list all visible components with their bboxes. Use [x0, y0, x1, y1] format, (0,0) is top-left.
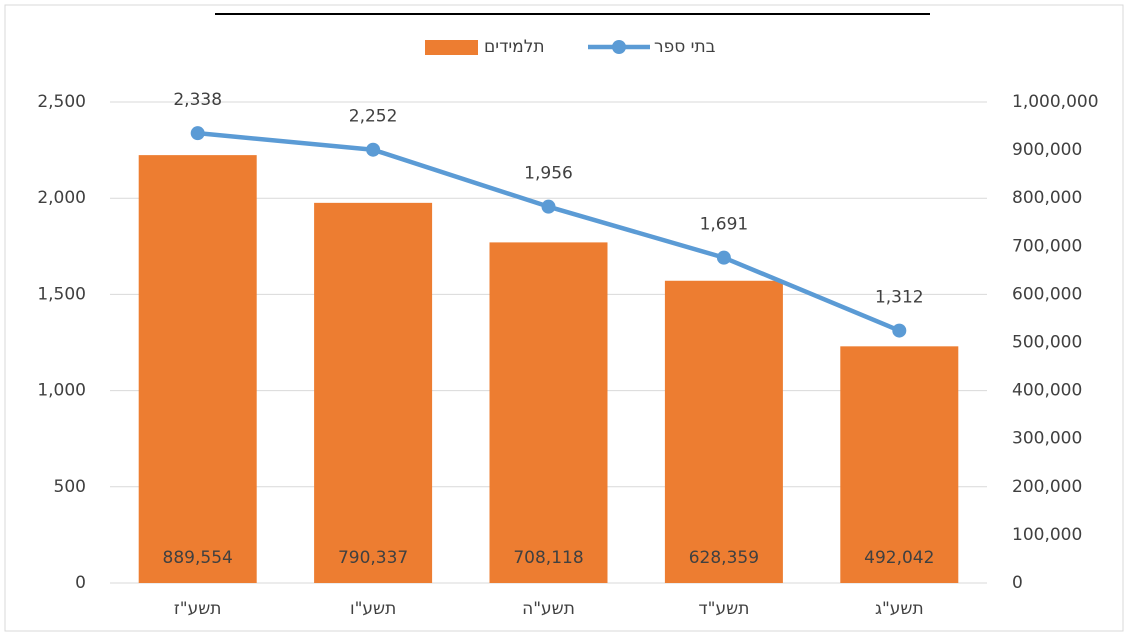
line-value-label: 1,956 [524, 164, 573, 184]
bar-value-label: 889,554 [163, 548, 233, 568]
x-tick-label: תשע"ו [350, 599, 396, 619]
line-value-label: 2,338 [173, 90, 222, 110]
x-tick-label: תשע"ה [522, 599, 575, 619]
line-marker [366, 142, 381, 157]
line-marker [541, 199, 556, 214]
bar [664, 280, 783, 583]
y2-tick-label: 100,000 [1012, 525, 1082, 545]
y2-tick-label: 300,000 [1012, 429, 1082, 449]
y2-tick-label: 500,000 [1012, 333, 1082, 353]
y2-tick-label: 400,000 [1012, 381, 1082, 401]
y-tick-label: 1,500 [37, 284, 86, 304]
line-value-label: 2,252 [349, 107, 398, 127]
legend-label: תלמידים [484, 37, 545, 57]
x-tick-label: תשע"ד [698, 599, 749, 619]
y2-tick-label: 1,000,000 [1012, 92, 1099, 112]
y2-tick-label: 800,000 [1012, 188, 1082, 208]
y2-tick-label: 700,000 [1012, 236, 1082, 256]
legend-swatch [425, 40, 478, 55]
bar [489, 242, 608, 583]
y-tick-label: 2,500 [37, 92, 86, 112]
y-tick-label: 1,000 [37, 381, 86, 401]
y-tick-label: 0 [75, 573, 86, 593]
y-tick-label: 500 [54, 477, 86, 497]
y2-tick-label: 900,000 [1012, 140, 1082, 160]
line-marker [892, 323, 907, 338]
bar-value-label: 628,359 [689, 548, 759, 568]
line-value-label: 1,312 [875, 288, 924, 308]
bar [314, 202, 433, 583]
bar [138, 155, 257, 584]
line-marker [190, 126, 205, 141]
bar-value-label: 708,118 [513, 548, 583, 568]
x-tick-label: תשע"ז [174, 599, 222, 619]
y-tick-label: 2,000 [37, 188, 86, 208]
y2-tick-label: 0 [1012, 573, 1023, 593]
bar [840, 346, 959, 583]
legend-label: בתי ספר [654, 37, 716, 57]
line-value-label: 1,691 [700, 215, 749, 235]
legend-swatch-marker [612, 40, 626, 54]
y2-tick-label: 600,000 [1012, 284, 1082, 304]
x-tick-label: תשע"ג [875, 599, 924, 619]
bar-value-label: 790,337 [338, 548, 408, 568]
line-marker [716, 250, 731, 265]
y2-tick-label: 200,000 [1012, 477, 1082, 497]
bar-value-label: 492,042 [864, 548, 934, 568]
